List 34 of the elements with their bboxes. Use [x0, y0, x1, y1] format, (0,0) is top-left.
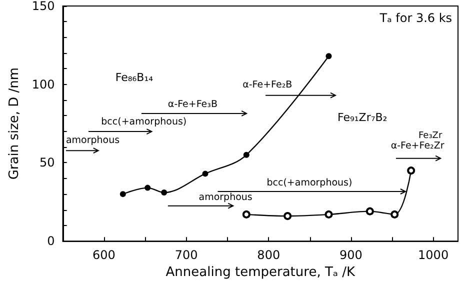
annotation: Fe₈₆B₁₄ — [115, 70, 154, 84]
point — [390, 210, 399, 218]
y-tick-label: 50 — [40, 156, 55, 170]
annotation: amorphous — [66, 134, 120, 146]
x-tick-label: 700 — [174, 248, 198, 262]
annotation: bcc(+amorphous) — [101, 116, 187, 128]
annotation: Fe₃Zr — [418, 131, 442, 142]
point — [243, 152, 250, 158]
x-tick-label: 900 — [340, 248, 362, 262]
y-tick-label: 150 — [32, 0, 55, 13]
point — [366, 207, 374, 216]
point — [242, 210, 250, 218]
point — [202, 170, 208, 177]
annotation: α-Fe+Fe₃B — [168, 98, 218, 110]
y-tick-label: 100 — [32, 77, 55, 92]
x-tick-label: 800 — [257, 248, 280, 262]
x-axis-title: Annealing temperature, Tₐ /K — [166, 265, 356, 280]
point — [120, 191, 126, 198]
point — [407, 166, 416, 175]
point — [284, 212, 292, 220]
point — [144, 184, 151, 191]
point — [324, 210, 333, 218]
x-tick-label: 600 — [92, 248, 116, 262]
point — [326, 53, 332, 60]
annotation: α-Fe+Fe₂Zr — [390, 140, 444, 152]
annotation: Fe₉₁Zr₇B₂ — [337, 110, 388, 124]
annotation: bcc(+amorphous) — [266, 177, 352, 188]
annotation: amorphous — [198, 192, 252, 204]
x-tick-label: 1000 — [418, 248, 449, 262]
point — [161, 190, 168, 196]
y-tick-label: 0 — [47, 234, 55, 248]
annotation: Tₐ for 3.6 ks — [378, 10, 452, 25]
annotation: α-Fe+Fe₂B — [242, 79, 292, 90]
y-axis-title: Grain size, D /nm — [7, 67, 22, 180]
